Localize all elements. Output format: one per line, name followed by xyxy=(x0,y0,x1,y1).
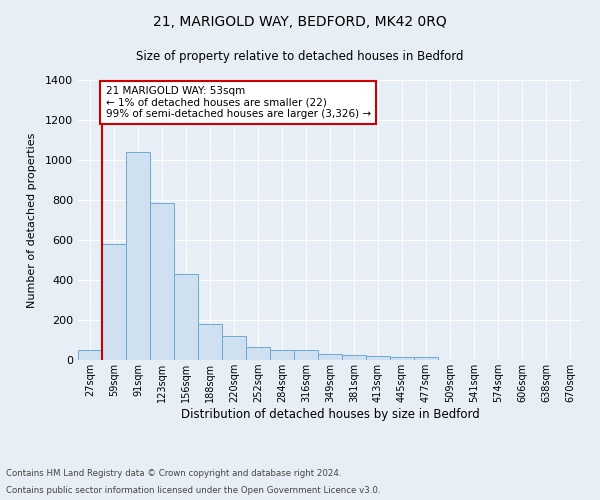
X-axis label: Distribution of detached houses by size in Bedford: Distribution of detached houses by size … xyxy=(181,408,479,421)
Text: Size of property relative to detached houses in Bedford: Size of property relative to detached ho… xyxy=(136,50,464,63)
Text: 21 MARIGOLD WAY: 53sqm
← 1% of detached houses are smaller (22)
99% of semi-deta: 21 MARIGOLD WAY: 53sqm ← 1% of detached … xyxy=(106,86,371,119)
Bar xyxy=(270,350,294,360)
Bar xyxy=(222,336,246,360)
Bar xyxy=(342,355,366,360)
Bar xyxy=(126,152,150,360)
Text: 21, MARIGOLD WAY, BEDFORD, MK42 0RQ: 21, MARIGOLD WAY, BEDFORD, MK42 0RQ xyxy=(153,15,447,29)
Bar xyxy=(198,324,222,360)
Bar xyxy=(78,350,102,360)
Y-axis label: Number of detached properties: Number of detached properties xyxy=(26,132,37,308)
Text: Contains HM Land Registry data © Crown copyright and database right 2024.: Contains HM Land Registry data © Crown c… xyxy=(6,468,341,477)
Text: Contains public sector information licensed under the Open Government Licence v3: Contains public sector information licen… xyxy=(6,486,380,495)
Bar xyxy=(102,244,126,360)
Bar xyxy=(294,350,318,360)
Bar xyxy=(390,358,414,360)
Bar xyxy=(366,356,390,360)
Bar xyxy=(414,357,438,360)
Bar xyxy=(174,274,198,360)
Bar xyxy=(246,347,270,360)
Bar xyxy=(318,354,342,360)
Bar xyxy=(150,204,174,360)
